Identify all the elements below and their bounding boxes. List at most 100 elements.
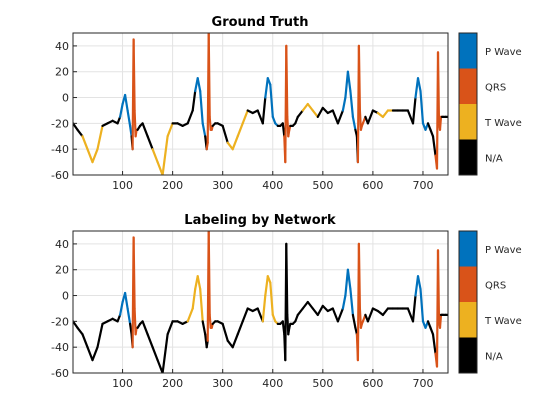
colorbar-band (459, 231, 477, 267)
signal-segment-na (411, 96, 417, 125)
signal-segment-na (366, 307, 374, 323)
colorbar-band (459, 266, 477, 302)
signal-segment-na (236, 320, 244, 336)
signal-segment-t (306, 102, 314, 112)
signal-segment-na (186, 109, 194, 125)
signal-segment-na (221, 322, 229, 342)
colorbar-band (459, 139, 477, 175)
signal-segment-t (91, 148, 99, 164)
colorbar-band (459, 68, 477, 104)
signal-segment-p (199, 89, 204, 125)
signal-segment-p (126, 109, 132, 128)
signal-segment-t (199, 288, 204, 323)
x-tick-label: 200 (162, 377, 183, 390)
signal-segment-na (201, 320, 207, 336)
signal-segment-na (141, 122, 149, 138)
signal-segment-na (411, 294, 417, 323)
signal-segment-na (166, 320, 174, 336)
signal-segment-p (126, 307, 132, 325)
y-tick-label: 20 (55, 264, 69, 277)
signal-segment-qrs (357, 44, 361, 112)
signal-segment-na (191, 89, 197, 112)
signal-segment-t (196, 275, 202, 291)
y-tick-label: 40 (55, 40, 69, 53)
y-tick-label: 20 (55, 66, 69, 79)
signal-segment-qrs (208, 115, 212, 131)
x-tick-label: 400 (262, 179, 283, 192)
signal-segment-p (271, 115, 277, 125)
signal-segment-p (351, 115, 357, 131)
signal-segment-qrs (438, 313, 443, 329)
signal-segment-na (96, 322, 104, 349)
signal-segment-t (151, 148, 159, 164)
signal-segment-qrs (436, 249, 441, 323)
signal-segment-t (261, 294, 267, 323)
signal-segment-na (146, 135, 154, 151)
signal-segment-t (81, 135, 89, 151)
signal-segment-na (351, 313, 357, 329)
colorbar-label: T Wave (484, 118, 522, 129)
colorbar-label: QRS (485, 280, 506, 291)
signal-segment-na (301, 300, 309, 310)
signal-segment-na (226, 339, 234, 349)
signal-segment-na (294, 313, 299, 323)
signal-segment-na (426, 320, 432, 329)
signal-segment-na (281, 320, 286, 336)
x-tick-label: 600 (362, 179, 383, 192)
x-tick-label: 100 (112, 377, 133, 390)
signal-segment-t (271, 313, 277, 323)
colorbar-border (458, 32, 478, 176)
signal-segment-na (354, 128, 358, 138)
y-tick-label: -40 (51, 341, 69, 354)
signal-segment-p (196, 77, 202, 93)
signal-segment-qrs (207, 33, 211, 119)
x-tick-label: 100 (112, 179, 133, 192)
signal-segment-qrs (207, 231, 211, 316)
signal-segment-na (141, 320, 149, 336)
colorbar-label: N/A (485, 351, 503, 362)
signal-segment-t (156, 161, 164, 175)
signal-segment-p (266, 77, 272, 86)
signal-segment-na (431, 333, 437, 355)
y-tick-label: -40 (51, 143, 69, 156)
signal-segment-p (201, 122, 207, 138)
signal-segment-p (419, 288, 425, 323)
signal-segment-p (416, 77, 422, 93)
signal-segment-t (161, 135, 169, 175)
ecg-signal (73, 231, 448, 373)
signal-segment-na (321, 106, 329, 115)
x-tick-label: 200 (162, 179, 183, 192)
signal-segment-na (321, 304, 329, 313)
plot-area-border (72, 32, 449, 176)
y-tick-label: 0 (62, 290, 69, 303)
y-tick-label: -20 (51, 315, 69, 328)
colorbar-border (458, 230, 478, 374)
signal-segment-na (73, 320, 79, 329)
signal-segment-t (269, 281, 274, 316)
signal-segment-na (316, 106, 324, 119)
x-tick-label: 500 (312, 377, 333, 390)
signal-segment-p (341, 96, 347, 112)
signal-segment-na (316, 304, 324, 316)
y-tick-label: -60 (51, 367, 69, 380)
signal-segment-na (306, 300, 314, 310)
signal-segment-t (231, 135, 239, 151)
signal-segment-na (156, 359, 164, 373)
colorbar-label: QRS (485, 82, 506, 93)
chart-title: Labeling by Network (184, 213, 336, 228)
signal-segment-p (349, 89, 354, 119)
signal-segment-na (261, 96, 267, 125)
signal-segment-t (264, 275, 269, 297)
signal-segment-qrs (357, 242, 361, 310)
signal-segment-na (354, 326, 358, 336)
signal-segment-p (118, 300, 124, 316)
signal-segment-p (264, 77, 269, 99)
colorbar-label: N/A (485, 153, 503, 164)
signal-segment-na (73, 122, 79, 131)
signal-segment-na (116, 115, 122, 125)
network-labeling-panel: Labeling by Network 100 200 300 400 500 600 70… (51, 213, 522, 390)
signal-segment-na (285, 242, 289, 316)
x-tick-label: 700 (412, 179, 433, 192)
colorbar-label: P Wave (485, 47, 522, 58)
signal-segment-na (86, 346, 94, 362)
